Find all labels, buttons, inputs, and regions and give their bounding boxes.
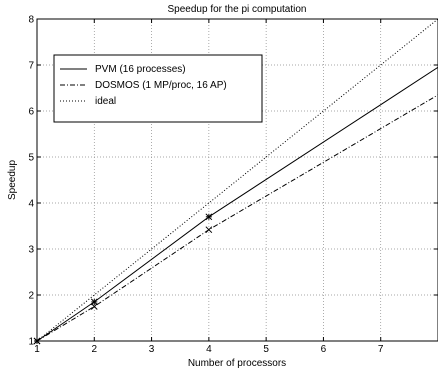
x-tick-label: 5 (263, 344, 269, 355)
series-marker-0 (205, 213, 213, 221)
marker-stroke (205, 226, 213, 234)
y-tick-label: 5 (28, 153, 34, 164)
y-tick-label: 8 (28, 15, 34, 26)
data-series (33, 18, 438, 345)
series-marker-1 (90, 303, 98, 310)
legend-label-2: ideal (95, 96, 116, 107)
y-tick-label: 3 (28, 245, 34, 256)
y-tick-label: 4 (28, 199, 34, 210)
x-tick-label: 1 (34, 344, 40, 355)
legend: PVM (16 processes) DOSMOS (1 MP/proc, 16 … (53, 54, 263, 123)
y-tick-label: 1 (28, 337, 34, 348)
y-tick-label: 7 (28, 61, 34, 72)
axis-ticks: 1 2 3 4 5 6 7 1 2 3 4 5 6 7 8 (28, 15, 438, 355)
x-axis-label: Number of processors (188, 358, 286, 369)
y-tick-label: 6 (28, 107, 34, 118)
y-axis-label: Speedup (7, 160, 18, 200)
y-tick-label: 2 (28, 291, 34, 302)
legend-label-0: PVM (16 processes) (95, 64, 186, 75)
legend-label-1: DOSMOS (1 MP/proc, 16 AP) (95, 80, 227, 91)
x-tick-label: 2 (92, 344, 98, 355)
x-tick-label: 3 (149, 344, 155, 355)
legend-box (53, 54, 263, 123)
series-marker-1 (205, 226, 213, 234)
chart-title: Speedup for the pi computation (168, 4, 307, 15)
series-line-0 (36, 66, 438, 342)
x-tick-label: 6 (321, 344, 327, 355)
x-tick-label: 4 (206, 344, 212, 355)
marker-stroke (90, 303, 98, 310)
series-line-1 (36, 94, 438, 342)
plot-frame (36, 18, 438, 342)
x-tick-label: 7 (378, 344, 384, 355)
